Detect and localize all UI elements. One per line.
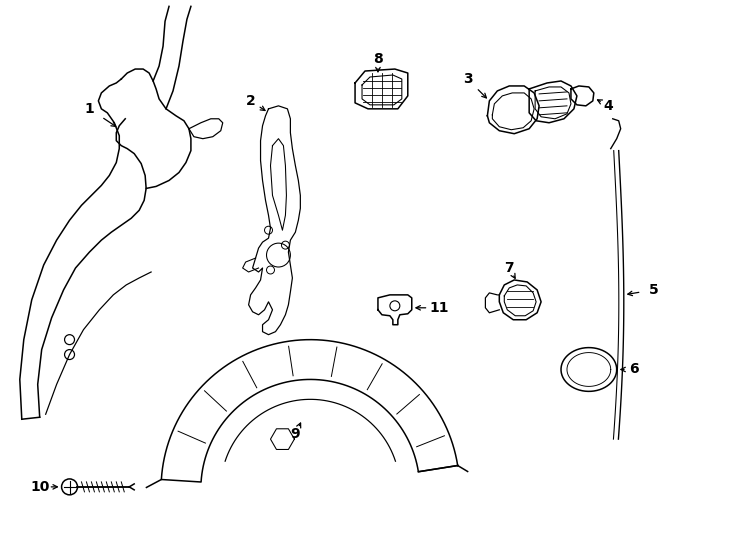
Text: 11: 11 xyxy=(430,301,449,315)
Text: 10: 10 xyxy=(30,480,49,494)
Text: 8: 8 xyxy=(373,52,383,66)
Text: 2: 2 xyxy=(246,94,255,108)
Text: 9: 9 xyxy=(291,427,300,441)
Text: 6: 6 xyxy=(629,362,639,376)
Text: 5: 5 xyxy=(649,283,658,297)
Text: 7: 7 xyxy=(504,261,514,275)
Text: 1: 1 xyxy=(84,102,94,116)
Text: 3: 3 xyxy=(462,72,472,86)
Text: 4: 4 xyxy=(604,99,614,113)
